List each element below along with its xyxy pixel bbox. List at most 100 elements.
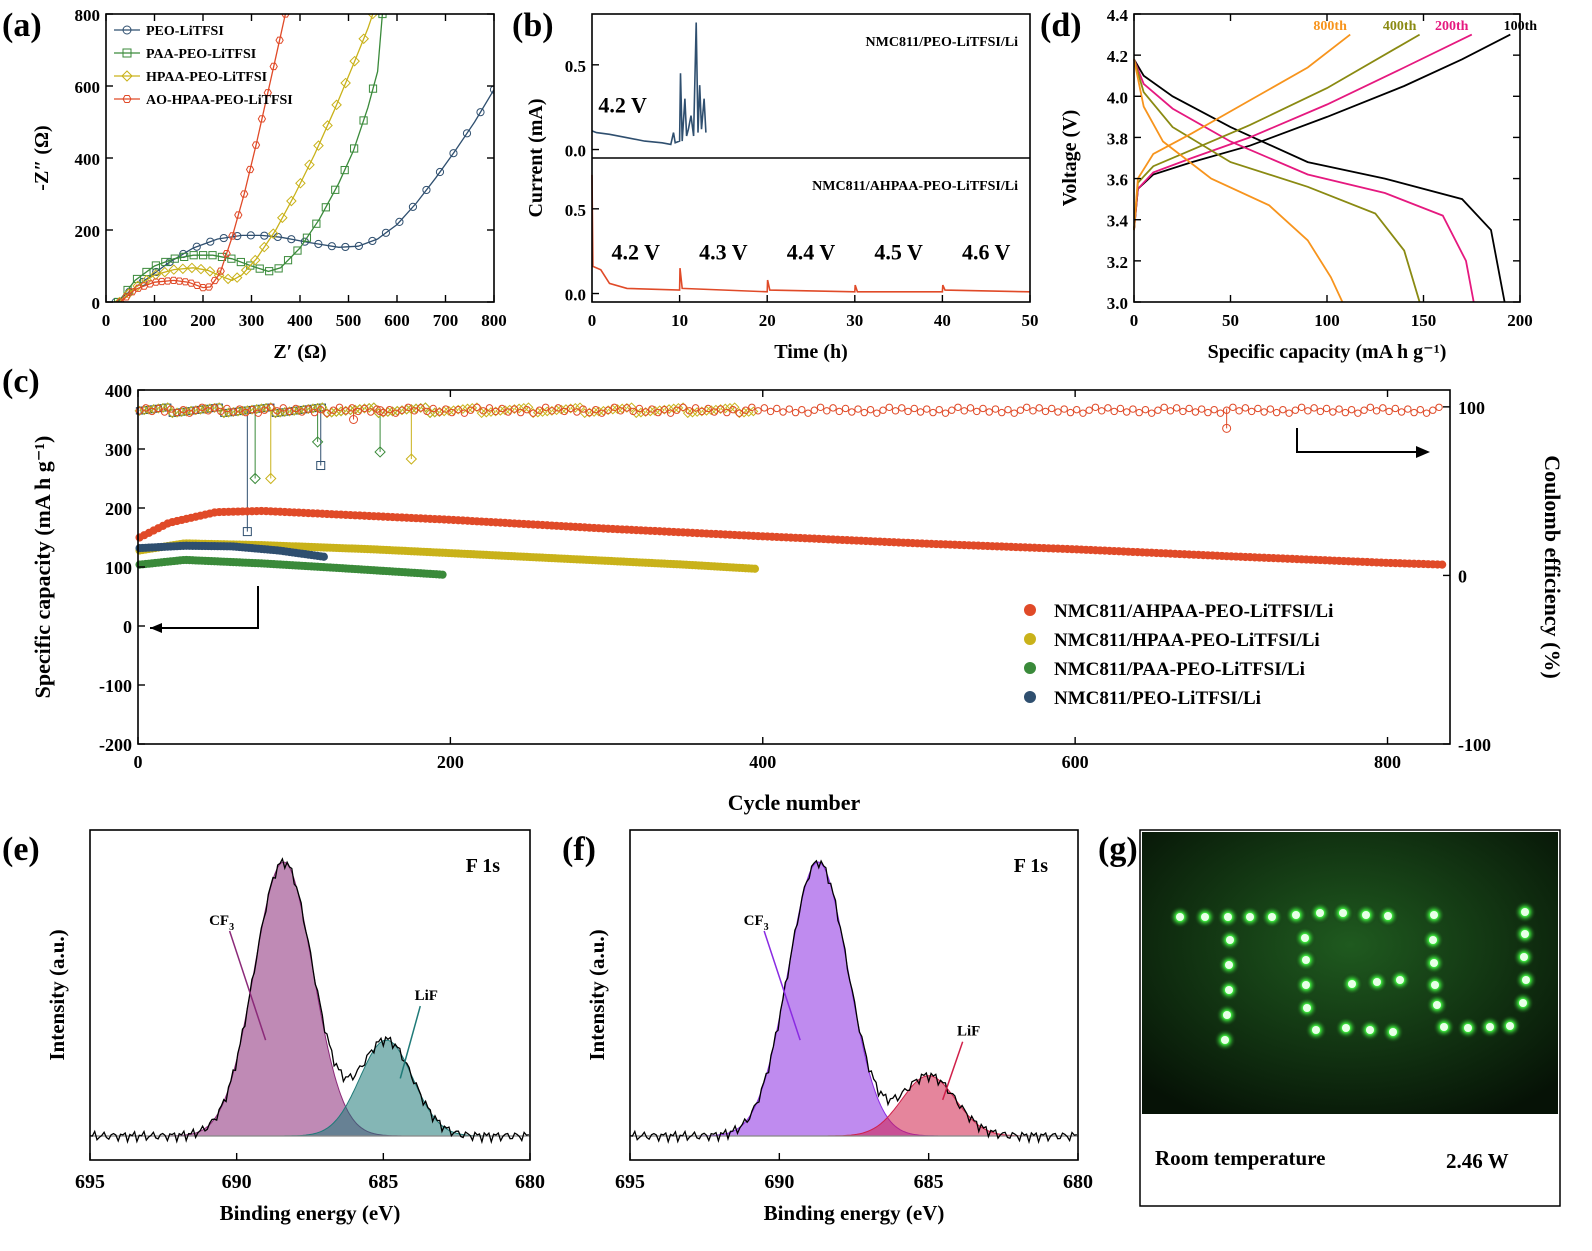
panel-e-xps-plot: 695 690 685 680 Binding energy (eV) Intensity… (45, 829, 545, 1225)
data-point (381, 228, 391, 237)
ce-point (317, 405, 325, 414)
ce-point (735, 409, 744, 417)
ce-point (866, 405, 875, 414)
data-point (354, 241, 363, 251)
ce-point (673, 402, 684, 413)
ce-point (910, 404, 918, 413)
data-point (234, 211, 243, 219)
arrow-left-head (150, 623, 162, 633)
ce-point (1279, 405, 1287, 414)
data-point (219, 233, 228, 243)
capacity-point (319, 552, 328, 561)
led-core (1373, 978, 1381, 986)
ce-point (142, 404, 150, 412)
ce-point (1079, 409, 1087, 417)
panel-g-led-photo: Room temperature 2.46 W (1139, 829, 1561, 1207)
ce-point (898, 404, 906, 412)
ce-point (1354, 409, 1362, 417)
d-x-tick-label: 50 (1222, 311, 1239, 330)
y-axis-title: Intensity (a.u.) (585, 929, 609, 1060)
ce-point (554, 404, 562, 412)
data-point (269, 62, 278, 71)
ce-point (267, 403, 275, 411)
series-line (117, 14, 384, 302)
photo-image (1142, 832, 1558, 1114)
data-point (216, 267, 225, 275)
data-point (257, 115, 267, 123)
ce-point (504, 404, 515, 415)
ce-point (473, 403, 481, 411)
ce-point (1429, 406, 1437, 414)
ce-point (160, 408, 169, 416)
cycle-label: 800th (1313, 19, 1347, 34)
ce-point (589, 407, 599, 417)
ce-point (916, 408, 925, 416)
peak-label-lif: LiF (415, 988, 438, 1004)
led-pattern (1169, 901, 1537, 1051)
ce-point (1329, 408, 1337, 416)
ce-point (1122, 408, 1131, 416)
data-point (263, 89, 272, 97)
data-point (187, 279, 196, 287)
ce-outlier (349, 415, 359, 424)
c-y-tick-label: -100 (99, 676, 132, 696)
led-core (1389, 1028, 1397, 1036)
ce-point (573, 408, 581, 416)
c-x-tick-label: 600 (1062, 752, 1089, 772)
data-point (267, 228, 279, 239)
ce-point (298, 404, 309, 415)
ce-point (329, 406, 337, 414)
y-axis-title: Intensity (a.u.) (45, 929, 69, 1060)
capacity-point (438, 570, 447, 579)
d-y-tick-label: 3.4 (1107, 212, 1129, 231)
ce-point (1235, 407, 1243, 415)
data-point (213, 269, 225, 281)
ce-point (398, 406, 406, 414)
data-point (122, 293, 131, 301)
a-y-tick-label: 0 (92, 294, 101, 313)
ce-point (242, 408, 250, 417)
data-point (314, 239, 323, 249)
led-core (1303, 1004, 1311, 1012)
discharge-curve (1133, 58, 1475, 303)
data-point (170, 254, 179, 263)
ce-point (860, 408, 868, 417)
ce-outlier (1222, 423, 1232, 433)
data-point (139, 282, 149, 290)
data-point (163, 277, 172, 285)
data-point (476, 108, 485, 117)
ce-point (648, 405, 656, 413)
led-core (1201, 913, 1209, 921)
cf3-pointer (228, 930, 267, 1041)
raw-spectrum (629, 859, 1077, 1145)
ce-point (1073, 405, 1081, 414)
series-a-0 (111, 85, 494, 302)
ce-point (404, 403, 412, 411)
panel-f-x-tick-label: 695 (615, 1171, 645, 1193)
capacity-series-2 (135, 555, 447, 579)
ce-point (598, 409, 606, 417)
capacity-point (1438, 560, 1447, 569)
x-axis-title-c: Cycle number (728, 790, 861, 815)
data-point (275, 36, 284, 44)
ce-point (1266, 405, 1275, 413)
data-point (251, 141, 261, 149)
data-point (340, 165, 349, 175)
legend-label: AO-HPAA-PEO-LiTFSI (146, 93, 293, 108)
ce-point (816, 403, 825, 411)
data-point (210, 276, 219, 285)
ce-point (215, 403, 223, 411)
legend-marker (1024, 662, 1036, 674)
ce-point (654, 405, 665, 416)
d-y-tick-label: 3.6 (1107, 171, 1128, 190)
ce-point (523, 405, 531, 414)
ce-point (429, 404, 437, 413)
panel-c-cycling-plot: 0 200 400 600 800 -200 -100 0 100 200 300 400 -100 0 1… (30, 381, 1565, 815)
led-core (1339, 909, 1347, 917)
legend-marker (122, 25, 132, 35)
ce-point (685, 407, 694, 415)
photo-caption-left: Room temperature (1155, 1146, 1325, 1170)
ce-point (991, 405, 1000, 413)
voltage-label: 4.3 V (699, 240, 748, 265)
ce-point (823, 407, 831, 415)
